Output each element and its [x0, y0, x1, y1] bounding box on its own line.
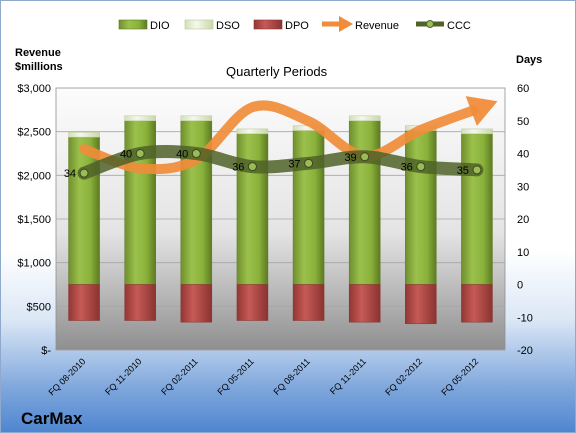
left-tick-label: $500: [27, 301, 51, 313]
category-label: FQ 08-2011: [271, 356, 312, 397]
dio-bar: [292, 130, 325, 285]
right-tick-label: -10: [517, 312, 533, 324]
left-tick-label: $2,000: [17, 170, 51, 182]
left-axis-title-line2: $millions: [15, 61, 63, 73]
legend-item-dio: DIO: [118, 19, 170, 32]
legend-label-dpo: DPO: [285, 20, 309, 32]
right-tick-label: 50: [517, 116, 529, 128]
dio-bar: [461, 133, 493, 285]
dio-bar: [405, 130, 437, 285]
category-labels: FQ 08-2010 FQ 11-2010 FQ 02-2011 FQ 05-2011…: [46, 356, 480, 397]
ccc-point: [191, 149, 201, 158]
right-tick-label: 20: [517, 214, 529, 226]
legend-label-dso: DSO: [216, 20, 240, 32]
legend-swatch-dso: [184, 19, 214, 30]
dpo-bar: [68, 284, 100, 321]
dpo-bar: [236, 284, 269, 321]
ccc-data-label: 40: [176, 149, 188, 161]
right-axis-title: Days: [516, 54, 542, 66]
left-axis-title-line1: Revenue: [15, 47, 61, 59]
ccc-data-label: 39: [344, 152, 356, 164]
revenue-line: [79, 96, 498, 175]
category-label: FQ 05-2011: [215, 356, 256, 397]
right-tick-label: 30: [517, 181, 529, 193]
revenue-arrowhead-icon: [465, 96, 498, 126]
dpo-bar: [405, 284, 437, 325]
ccc-data-label: 40: [120, 149, 132, 161]
dso-bar: [348, 115, 381, 122]
dio-bar: [124, 120, 156, 285]
brand-label: CarMax: [21, 409, 83, 428]
ccc-point: [360, 152, 370, 162]
legend-swatch-dio: [118, 19, 148, 30]
right-tick-label: 10: [517, 247, 529, 259]
left-tick-label: $-: [41, 345, 51, 357]
dso-bar: [236, 128, 269, 135]
category-label: FQ 02-2012: [383, 356, 424, 397]
left-tick-label: $1,500: [17, 214, 51, 226]
ccc-data-label: 35: [457, 165, 469, 177]
ccc-data-label: 37: [288, 158, 300, 170]
legend-swatch-dpo: [253, 19, 283, 30]
ccc-data-label: 36: [232, 162, 244, 174]
right-axis-ticks: -20 -10 0 10 20 30 40 50 60: [517, 83, 533, 357]
dso-bar: [180, 115, 213, 122]
category-label: FQ 05-2012: [439, 356, 480, 397]
left-tick-label: $3,000: [17, 83, 51, 95]
legend-item-dso: DSO: [184, 19, 240, 32]
category-label: FQ 08-2010: [46, 356, 87, 397]
chart-title: Quarterly Periods: [226, 64, 328, 79]
ccc-line: 34 40 40 36 37 39 36 35: [64, 144, 484, 180]
category-label: FQ 11-2011: [328, 356, 368, 396]
legend-item-ccc: CCC: [416, 20, 471, 32]
category-label: FQ 02-2011: [159, 356, 200, 397]
dpo-bar: [180, 284, 213, 323]
ccc-point: [247, 162, 257, 172]
ccc-point: [79, 168, 89, 178]
legend-label-dio: DIO: [150, 20, 170, 32]
dpo-bar: [461, 284, 493, 323]
ccc-point: [416, 162, 426, 172]
ccc-series-path: [77, 144, 484, 180]
bars: [68, 115, 493, 325]
dso-bar: [461, 128, 493, 135]
dio-bar: [68, 136, 100, 285]
right-tick-label: 60: [517, 83, 529, 95]
legend-item-dpo: DPO: [253, 19, 309, 32]
ccc-data-label: 36: [401, 162, 413, 174]
legend-label-ccc: CCC: [447, 20, 471, 32]
left-tick-label: $1,000: [17, 258, 51, 270]
revenue-series-path: [79, 100, 479, 175]
right-tick-label: -20: [517, 345, 533, 357]
ccc-point: [304, 158, 314, 168]
dso-bar: [68, 131, 100, 138]
legend-label-revenue: Revenue: [355, 20, 399, 32]
ccc-point: [135, 149, 145, 158]
right-tick-label: 40: [517, 149, 529, 161]
legend-item-revenue: Revenue: [322, 16, 399, 32]
dpo-bar: [348, 284, 381, 323]
dio-bar: [348, 120, 381, 285]
legend: DIO DSO DPO Revenue CCC: [118, 16, 471, 32]
dso-bar: [124, 115, 156, 122]
left-axis-ticks: $- $500 $1,000 $1,500 $2,000 $2,500 $3,000: [17, 83, 51, 357]
dio-bar: [236, 133, 269, 285]
dpo-bar: [292, 284, 325, 321]
ccc-point: [472, 165, 482, 175]
ccc-data-label: 34: [64, 168, 76, 180]
left-tick-label: $2,500: [17, 127, 51, 139]
dpo-bar: [124, 284, 156, 321]
right-tick-label: 0: [517, 280, 523, 292]
legend-arrow-icon: [339, 16, 353, 32]
legend-marker-ccc: [426, 20, 434, 28]
category-label: FQ 11-2010: [103, 356, 144, 397]
